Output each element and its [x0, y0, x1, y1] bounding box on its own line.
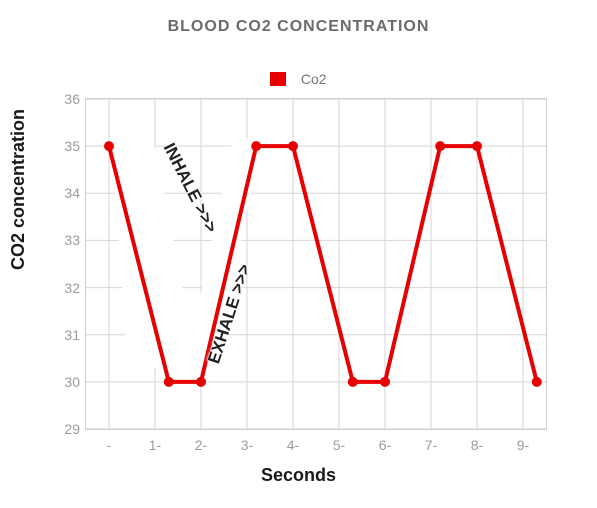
legend: Co2: [0, 70, 597, 88]
x-tick-label: 6-: [379, 437, 391, 453]
legend-swatch: [270, 72, 286, 86]
y-tick-label: 36: [54, 91, 80, 107]
y-tick-label: 31: [54, 327, 80, 343]
x-tick-label: 4-: [287, 437, 299, 453]
y-tick-label: 34: [54, 185, 80, 201]
x-tick-label: 2-: [195, 437, 207, 453]
x-tick-label: 5-: [333, 437, 345, 453]
y-tick-label: 33: [54, 232, 80, 248]
x-tick-label: 9-: [517, 437, 529, 453]
y-tick-label: 29: [54, 421, 80, 437]
x-tick-label: 8-: [471, 437, 483, 453]
x-tick-label: 1-: [149, 437, 161, 453]
y-axis-label: CO2 concentration: [8, 109, 29, 270]
plot-area: 2930313233343536-1-2-3-4-5-6-7-8-9-INHAL…: [85, 98, 547, 430]
y-tick-label: 32: [54, 280, 80, 296]
y-tick-label: 35: [54, 138, 80, 154]
x-tick-label: 3-: [241, 437, 253, 453]
x-tick-label: 7-: [425, 437, 437, 453]
y-tick-label: 30: [54, 374, 80, 390]
x-axis-label: Seconds: [0, 465, 597, 486]
legend-label: Co2: [301, 71, 327, 87]
x-tick-label: -: [107, 437, 112, 453]
data-series: [86, 99, 546, 429]
chart-title: BLOOD CO2 CONCENTRATION: [0, 18, 597, 36]
